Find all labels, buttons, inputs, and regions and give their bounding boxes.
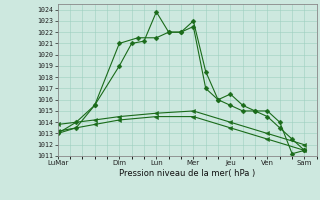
X-axis label: Pression niveau de la mer( hPa ): Pression niveau de la mer( hPa ) bbox=[119, 169, 255, 178]
